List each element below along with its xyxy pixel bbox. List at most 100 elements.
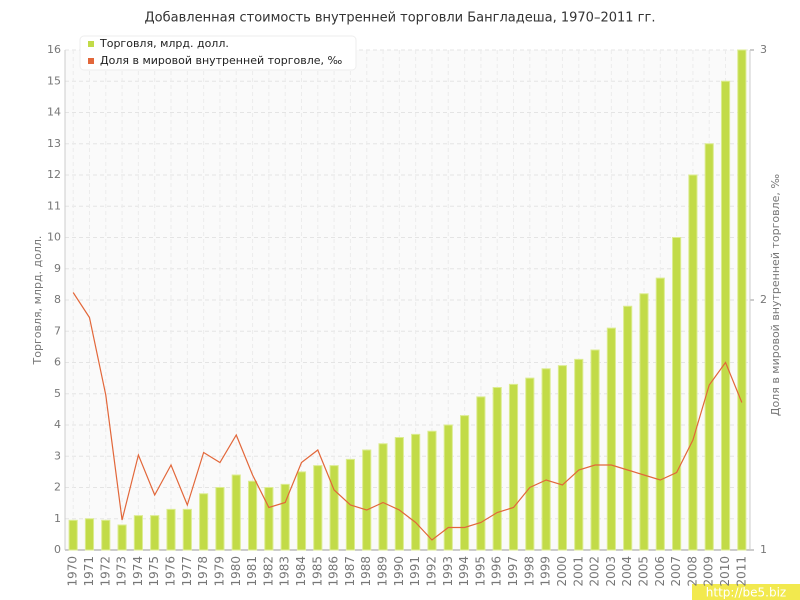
- bar: [672, 237, 682, 551]
- x-tick-label: 1996: [490, 556, 504, 587]
- bar: [704, 143, 714, 551]
- legend-label: Доля в мировой внутренней торговле, ‰: [100, 54, 343, 67]
- x-tick-label: 2009: [702, 556, 716, 587]
- x-tick-label: 2002: [588, 556, 602, 587]
- bar: [492, 387, 502, 551]
- bar: [215, 487, 225, 551]
- y-tick-label: 8: [54, 293, 61, 306]
- bar: [737, 49, 747, 551]
- x-tick-label: 1984: [294, 556, 308, 587]
- x-tick-label: 2000: [555, 556, 569, 587]
- y-tick-label: 0: [54, 543, 61, 556]
- x-tick-label: 1983: [278, 556, 292, 587]
- x-tick-label: 1977: [180, 556, 194, 587]
- bar: [411, 433, 421, 551]
- y2-tick-label: 3: [760, 43, 767, 56]
- bar: [508, 383, 519, 551]
- bar: [280, 483, 290, 551]
- bar: [231, 474, 241, 551]
- y-tick-label: 16: [47, 43, 61, 56]
- x-tick-label: 2003: [604, 556, 618, 587]
- bar: [296, 471, 307, 551]
- bar: [688, 174, 698, 551]
- line: [72, 292, 743, 541]
- y-tick-label: 3: [54, 449, 61, 462]
- x-tick-label: 1974: [131, 556, 145, 587]
- bar: [166, 508, 176, 551]
- x-tick-label: 1998: [522, 556, 536, 587]
- y-tick-label: 12: [47, 168, 61, 181]
- bar: [247, 480, 258, 551]
- x-tick-label: 1992: [424, 556, 438, 587]
- x-tick-label: 1973: [115, 556, 129, 587]
- bar: [623, 305, 633, 551]
- y-tick-label: 11: [47, 199, 61, 212]
- y-tick-label: 1: [54, 512, 61, 525]
- x-tick-label: 2006: [653, 556, 667, 587]
- y-tick-label: 9: [54, 262, 61, 275]
- x-tick-label: 1976: [164, 556, 178, 587]
- x-tick-label: 1979: [212, 556, 226, 587]
- x-tick-label: 1997: [506, 556, 520, 587]
- bar: [313, 465, 323, 551]
- x-tick-label: 1989: [376, 556, 390, 587]
- legend-box: [79, 35, 357, 71]
- y2-tick-label: 1: [760, 543, 767, 556]
- y-tick-label: 13: [47, 137, 61, 150]
- bar: [525, 377, 535, 551]
- legend-swatch: [88, 41, 94, 47]
- x-tick-label: 2011: [734, 556, 748, 587]
- y-tick-label: 14: [47, 106, 61, 119]
- x-tick-label: 2004: [620, 556, 634, 587]
- x-tick-label: 2010: [718, 556, 732, 587]
- bar: [476, 396, 486, 551]
- x-tick-label: 1970: [66, 556, 80, 587]
- bar: [557, 365, 568, 551]
- x-tick-label: 1999: [539, 556, 553, 587]
- legend-swatch: [88, 58, 94, 64]
- bar: [655, 277, 665, 551]
- x-tick-label: 1995: [473, 556, 487, 587]
- bar: [443, 424, 453, 551]
- x-tick-label: 2007: [669, 556, 683, 587]
- bar: [460, 415, 470, 551]
- y-tick-label: 6: [54, 356, 61, 369]
- bar: [84, 518, 95, 551]
- bar: [574, 358, 584, 551]
- y-tick-label: 15: [47, 74, 61, 87]
- x-tick-label: 2008: [685, 556, 699, 587]
- x-tick-label: 1986: [327, 556, 341, 587]
- x-tick-label: 1993: [441, 556, 455, 587]
- x-tick-label: 1975: [147, 556, 161, 587]
- x-tick-label: 1985: [310, 556, 324, 587]
- x-tick-label: 1988: [359, 556, 373, 587]
- y-axis-label: Торговля, млрд. долл.: [31, 236, 44, 366]
- x-tick-label: 1971: [82, 556, 96, 587]
- bar: [150, 515, 160, 551]
- y2-tick-label: 2: [760, 293, 767, 306]
- bar: [133, 515, 143, 551]
- bar: [720, 80, 731, 551]
- legend-label: Торговля, млрд. долл.: [99, 37, 229, 50]
- x-tick-label: 1980: [229, 556, 243, 587]
- x-tick-label: 1991: [408, 556, 422, 587]
- bar: [199, 493, 209, 551]
- watermark[interactable]: http://be5.biz: [706, 586, 786, 600]
- bar: [362, 449, 372, 551]
- bar: [541, 368, 551, 551]
- bar: [101, 519, 111, 551]
- bar: [329, 465, 339, 551]
- bar: [606, 327, 616, 551]
- bar: [117, 524, 127, 551]
- bar: [394, 437, 404, 551]
- x-tick-label: 1987: [343, 556, 357, 587]
- x-tick-label: 1982: [261, 556, 275, 587]
- y-tick-label: 4: [54, 418, 61, 431]
- chart-title: Добавленная стоимость внутренней торговл…: [145, 11, 656, 26]
- x-tick-label: 1994: [457, 556, 471, 587]
- x-tick-label: 1972: [98, 556, 112, 587]
- x-tick-label: 2001: [571, 556, 585, 587]
- y-tick-label: 5: [54, 387, 61, 400]
- x-tick-label: 1990: [392, 556, 406, 587]
